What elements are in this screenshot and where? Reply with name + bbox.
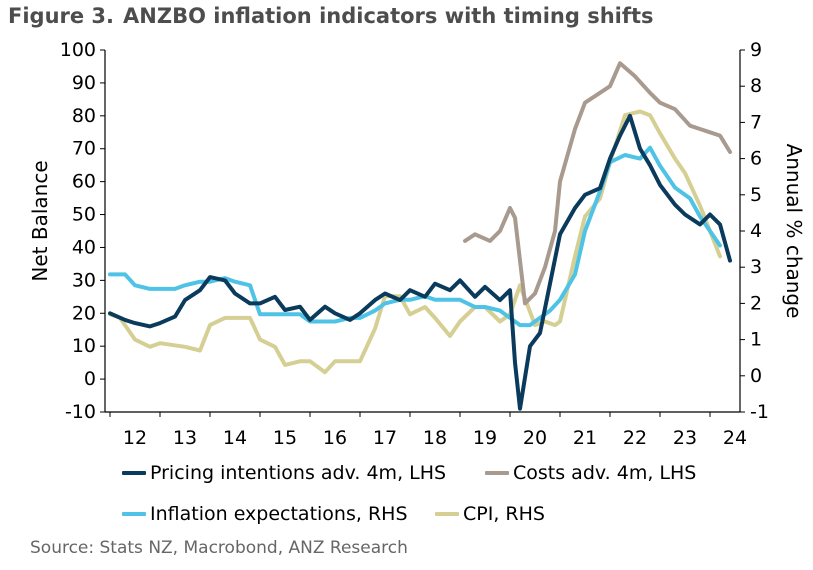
legend-item-cpi: CPI, RHS	[435, 503, 545, 525]
legend-item-inflation-expectations: Inflation expectations, RHS	[122, 503, 408, 525]
y-tick-left-label: 70	[72, 138, 96, 160]
x-tick-label: 13	[173, 427, 197, 449]
y-tick-left-label: 80	[72, 105, 96, 127]
legend-swatch-inflation-expectations	[122, 512, 146, 516]
series-pricing-intentions-line	[108, 113, 732, 411]
x-tick-label: 21	[573, 427, 597, 449]
legend-label-inflation-expectations: Inflation expectations, RHS	[150, 503, 408, 525]
y-tick-right-label: 1	[750, 329, 762, 351]
y-tick-left-label: 100	[60, 39, 96, 61]
x-tick-label: 14	[223, 427, 247, 449]
x-tick-label: 20	[523, 427, 547, 449]
legend-label-cpi: CPI, RHS	[463, 503, 545, 525]
y-tick-left-label: -10	[65, 401, 96, 423]
y-tick-left-label: 60	[72, 171, 96, 193]
y-tick-right-label: 0	[750, 365, 762, 387]
y-tick-right-label: 8	[750, 75, 762, 97]
x-tick-label: 24	[723, 427, 747, 449]
x-tick-label: 23	[673, 427, 697, 449]
y-tick-left-label: 40	[72, 236, 96, 258]
series-layer	[108, 61, 732, 411]
y-axis-label-left: Net Balance	[28, 160, 52, 281]
y-tick-right-label: 9	[750, 39, 762, 61]
series-cpi-line	[108, 109, 722, 375]
y-tick-left-label: 50	[72, 204, 96, 226]
legend-item-pricing: Pricing intentions adv. 4m, LHS	[122, 462, 446, 484]
x-tick-label: 17	[373, 427, 397, 449]
y-tick-left-label: 10	[72, 335, 96, 357]
x-tick-label: 16	[323, 427, 347, 449]
y-tick-right-label: 7	[750, 111, 762, 133]
x-tick-label: 15	[273, 427, 297, 449]
x-tick-label: 19	[473, 427, 497, 449]
y-tick-left-label: 20	[72, 302, 96, 324]
y-tick-left-label: 0	[84, 368, 96, 390]
legend-label-costs: Costs adv. 4m, LHS	[513, 462, 697, 484]
legend-swatch-cpi	[435, 512, 459, 516]
y-tick-right-label: 5	[750, 184, 762, 206]
x-tick-label: 18	[423, 427, 447, 449]
source-note: Source: Stats NZ, Macrobond, ANZ Researc…	[30, 538, 408, 558]
chart-title: Figure 3. ANZBO inflation indicators with…	[8, 4, 663, 28]
legend-label-pricing: Pricing intentions adv. 4m, LHS	[150, 462, 447, 484]
y-tick-right-label: 4	[750, 220, 762, 242]
series-inflation-expectations-line	[108, 145, 722, 328]
y-tick-right-label: -1	[750, 401, 769, 423]
figure-title-text: ANZBO inflation indicators with timing s…	[123, 4, 654, 28]
y-tick-left-label: 90	[72, 72, 96, 94]
legend-item-costs: Costs adv. 4m, LHS	[485, 462, 696, 484]
y-tick-left-label: 30	[72, 269, 96, 291]
legend-swatch-pricing	[122, 471, 146, 475]
y-tick-right-label: 2	[750, 292, 762, 314]
legend-swatch-costs	[485, 471, 509, 475]
y-tick-right-label: 3	[750, 256, 762, 278]
series-costs-line	[463, 61, 732, 306]
y-axis-label-right: Annual % change	[782, 144, 806, 319]
y-tick-right-label: 6	[750, 148, 762, 170]
x-tick-label: 22	[623, 427, 647, 449]
x-tick-label: 12	[123, 427, 147, 449]
figure-label: Figure 3.	[8, 4, 115, 28]
